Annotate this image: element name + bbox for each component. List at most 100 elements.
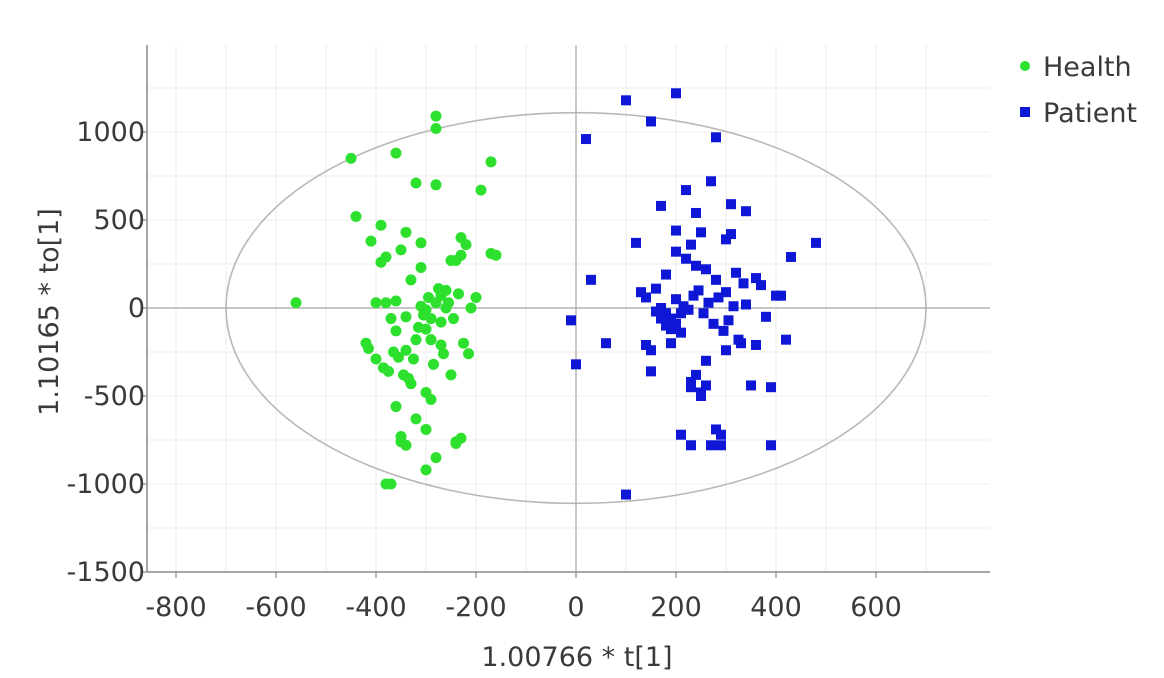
data-point-patient	[781, 334, 791, 345]
data-point-patient	[706, 440, 716, 451]
data-point-health	[470, 291, 482, 303]
data-point-health	[380, 251, 392, 263]
data-point-patient	[681, 185, 691, 196]
data-point-health	[425, 394, 437, 406]
data-point-patient	[726, 199, 736, 210]
data-point-patient	[733, 334, 744, 345]
legend-marker-health	[1020, 61, 1030, 71]
data-point-health	[420, 464, 432, 476]
data-point-patient	[661, 317, 671, 328]
data-point-health	[475, 184, 487, 196]
y-tick-label: 500	[93, 205, 145, 236]
data-point-health	[430, 122, 442, 134]
data-point-patient	[786, 251, 796, 262]
data-point-health	[445, 254, 457, 266]
x-tick-label: 400	[750, 592, 802, 623]
data-point-health	[385, 313, 397, 325]
data-point-health	[390, 295, 402, 307]
data-point-patient	[776, 290, 786, 301]
data-point-health	[430, 179, 442, 191]
data-point-patient	[713, 292, 724, 303]
legend-marker-patient	[1020, 107, 1030, 117]
x-tick-label: 200	[650, 592, 702, 623]
data-point-health	[430, 297, 442, 309]
tick-labels: -800 -600 -400 -200 0 200 400 600 -1500 -1000 -500…	[67, 117, 902, 623]
data-point-health	[440, 284, 452, 296]
data-point-patient	[651, 283, 661, 294]
data-point-health	[395, 244, 407, 256]
data-point-patient	[646, 345, 656, 356]
data-point-patient	[751, 339, 761, 350]
data-point-patient	[703, 297, 714, 308]
data-point-health	[375, 219, 387, 231]
data-point-patient	[636, 287, 646, 298]
data-point-health	[448, 313, 459, 325]
data-point-health	[405, 274, 417, 286]
data-point-patient	[766, 382, 776, 393]
data-point-patient	[721, 234, 731, 245]
data-point-patient	[746, 380, 756, 391]
data-point-health	[400, 439, 412, 451]
x-tick-label: 600	[850, 592, 902, 623]
data-point-health	[403, 372, 414, 384]
data-point-patient	[693, 285, 704, 296]
data-point-patient	[766, 440, 776, 451]
data-point-patient	[701, 380, 711, 391]
data-point-patient	[631, 237, 641, 248]
data-point-patient	[716, 429, 726, 440]
data-point-patient	[688, 290, 699, 301]
data-point-patient	[646, 366, 656, 377]
data-point-health	[420, 423, 432, 435]
x-tick-label: -800	[145, 592, 206, 623]
data-point-patient	[751, 273, 761, 284]
data-point-patient	[696, 391, 706, 401]
data-point-health	[443, 297, 454, 309]
data-point-patient	[761, 311, 771, 322]
y-tick-label: -1500	[67, 557, 145, 588]
data-point-patient	[721, 287, 731, 298]
data-point-patient	[566, 315, 576, 326]
data-point-health	[345, 152, 357, 164]
data-point-patient	[756, 280, 766, 291]
data-points	[290, 88, 821, 500]
data-point-health	[400, 311, 412, 323]
data-point-health	[370, 353, 382, 365]
data-point-patient	[731, 267, 741, 278]
data-point-health	[438, 348, 449, 360]
data-point-patient	[681, 253, 691, 264]
data-point-patient	[741, 206, 751, 217]
data-point-patient	[661, 308, 671, 319]
data-point-health	[435, 316, 447, 328]
data-point-patient	[676, 308, 686, 319]
y-tick-label: 0	[128, 293, 145, 324]
data-point-health	[410, 334, 422, 346]
data-point-patient	[708, 318, 719, 329]
data-point-health	[410, 177, 422, 189]
data-point-patient	[656, 200, 666, 211]
data-point-health	[385, 478, 397, 490]
data-point-patient	[621, 489, 631, 500]
axes	[141, 45, 990, 578]
data-point-patient	[666, 338, 676, 349]
data-point-health	[363, 342, 374, 354]
data-point-health	[485, 156, 497, 168]
data-point-patient	[701, 264, 711, 275]
x-tick-label: -200	[445, 592, 506, 623]
data-point-patient	[721, 345, 731, 356]
data-point-patient	[601, 338, 611, 349]
data-point-health	[390, 325, 402, 337]
x-axis-title: 1.00766 * t[1]	[481, 642, 672, 673]
data-point-health	[290, 297, 302, 309]
y-tick-label: 1000	[76, 117, 145, 148]
data-point-patient	[671, 246, 681, 257]
data-point-health	[465, 302, 477, 314]
data-point-patient	[641, 292, 651, 303]
data-point-health	[400, 344, 412, 356]
data-point-health	[463, 348, 474, 360]
data-point-patient	[621, 95, 631, 106]
data-point-health	[390, 147, 402, 159]
data-point-patient	[698, 308, 709, 319]
data-point-health	[453, 288, 464, 300]
data-point-health	[428, 358, 439, 370]
